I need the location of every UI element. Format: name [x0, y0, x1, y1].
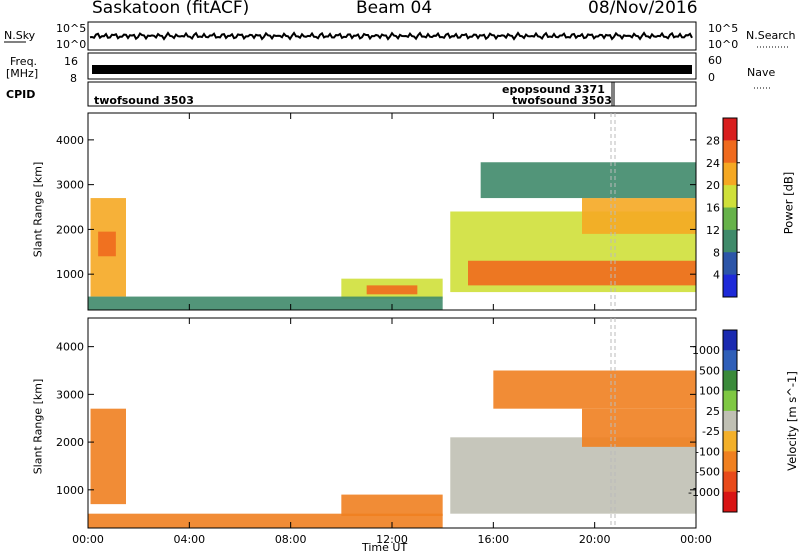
cpid-entry: epopsound 3371 — [502, 83, 605, 96]
colorbar-cell — [723, 274, 737, 298]
y-tick-label: 1000 — [56, 268, 84, 281]
nsky-trace — [89, 31, 693, 41]
colorbar-tick-label: 8 — [713, 246, 720, 259]
nave-label: Nave — [747, 66, 776, 79]
scatter-region — [88, 513, 443, 528]
cpid-entry: twofsound 3503 — [94, 94, 194, 107]
colorbar-tick-label: 28 — [706, 134, 720, 147]
cpid-entry: twofsound 3503 — [512, 94, 612, 107]
frequency-band — [92, 65, 692, 74]
scatter-region — [98, 231, 116, 257]
colorbar-tick-label: 24 — [706, 157, 720, 170]
x-tick-label: 20:00 — [579, 533, 611, 546]
colorbar-tick-label: -25 — [702, 425, 720, 438]
colorbar-cell — [723, 491, 737, 513]
scatter-region — [480, 162, 696, 199]
colorbar-cell — [723, 410, 737, 432]
scatter-region — [582, 408, 696, 447]
colorbar-cell — [723, 252, 737, 276]
sky-tick-top-right: 10^5 — [708, 22, 739, 35]
xlabel: Time UT — [362, 541, 408, 554]
sky-tick-bottom-right: 10^0 — [708, 38, 739, 51]
beam-label: Beam 04 — [356, 0, 433, 18]
freq-tick-bottom: 8 — [70, 72, 77, 85]
x-tick-label: 04:00 — [173, 533, 205, 546]
date-label: 08/Nov/2016 — [588, 0, 698, 18]
colorbar-tick-label: 12 — [706, 224, 720, 237]
sky-tick-bottom: 10^0 — [56, 38, 87, 51]
colorbar-cell — [723, 330, 737, 351]
colorbar-cell — [723, 370, 737, 392]
x-tick-label: 12:00 — [376, 533, 408, 546]
freq-tick-top: 16 — [64, 55, 78, 68]
y-tick-label: 1000 — [56, 484, 84, 497]
colorbar-tick-label: 1000 — [692, 344, 720, 357]
colorbar-cell — [723, 431, 737, 452]
nave-tick-top: 60 — [708, 54, 722, 67]
colorbar-frame — [722, 329, 738, 513]
y-tick-label: 2000 — [56, 436, 84, 449]
colorbar-cell — [723, 350, 737, 371]
station-title: Saskatoon (fitACF) — [92, 0, 250, 18]
x-tick-label: 00:00 — [72, 533, 104, 546]
colorbar-cell — [723, 207, 737, 231]
y-tick-label: 2000 — [56, 223, 84, 236]
colorbar-cell — [723, 185, 737, 208]
colorbar-tick-label: 16 — [706, 202, 720, 215]
freq-label: Freq. — [10, 55, 38, 68]
colorbar-cell — [723, 229, 737, 253]
x-tick-label: 00:00 — [680, 533, 712, 546]
colorbar-tick-label: 500 — [699, 364, 720, 377]
scatter-region — [88, 296, 443, 310]
x-tick-label: 16:00 — [477, 533, 509, 546]
freq-strip-frame — [87, 52, 697, 80]
colorbar-tick-label: 25 — [706, 405, 720, 418]
colorbar-tick-label: -1000 — [688, 486, 720, 499]
scatter-region — [366, 285, 418, 295]
y-tick-label: 3000 — [56, 179, 84, 192]
scatter-region — [341, 494, 443, 517]
colorbar-cell — [723, 140, 737, 164]
freq-unit: [MHz] — [6, 67, 39, 80]
scatter-region — [90, 408, 126, 505]
colorbar-tick-label: 20 — [706, 179, 720, 192]
sky-tick-top: 10^5 — [56, 22, 87, 35]
scatter-region — [582, 198, 696, 234]
colorbar-tick-label: 100 — [699, 385, 720, 398]
colorbar-cell — [723, 162, 737, 186]
scatter-region — [450, 437, 696, 514]
nave-tick-bottom: 0 — [708, 71, 715, 84]
colorbar-tick-label: -100 — [695, 445, 720, 458]
scatter-region — [468, 260, 696, 286]
nsearch-label: N.Search — [746, 29, 796, 42]
y-tick-label: 3000 — [56, 388, 84, 401]
cpid-strip-frame — [87, 81, 697, 107]
colorbar-cell — [723, 390, 737, 412]
nsky-label: N.Sky — [4, 29, 36, 42]
colorbar-cell — [723, 471, 737, 493]
colorbar-tick-label: 4 — [713, 269, 720, 282]
colorbar-tick-label: -500 — [695, 466, 720, 479]
colorbar-cell — [723, 451, 737, 473]
cpid-label: CPID — [6, 88, 36, 101]
x-tick-label: 08:00 — [275, 533, 307, 546]
y-tick-label: 4000 — [56, 134, 84, 147]
nsky-strip-frame — [87, 21, 697, 51]
scatter-region — [493, 370, 696, 409]
y-tick-label: 4000 — [56, 341, 84, 354]
colorbar-cell — [723, 118, 737, 141]
